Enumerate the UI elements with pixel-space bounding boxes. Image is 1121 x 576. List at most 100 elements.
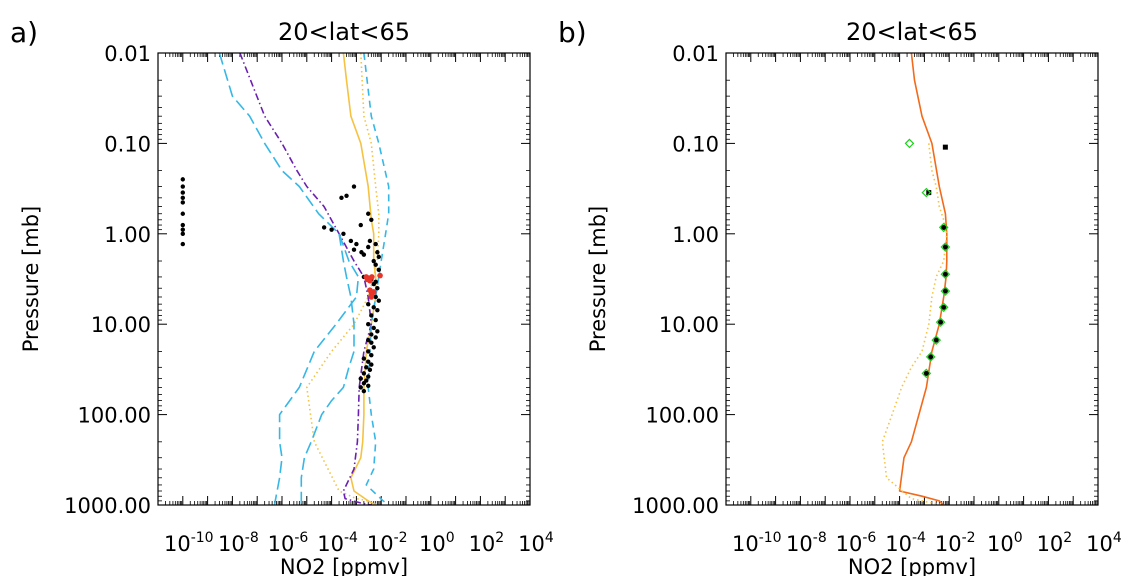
x-tick-label: 10-4 xyxy=(885,530,926,556)
y-tick-label: 0.10 xyxy=(672,132,719,156)
y-tick-label: 100.00 xyxy=(78,404,151,428)
box-point xyxy=(928,354,934,360)
box-point xyxy=(933,337,939,343)
data-point xyxy=(373,335,378,340)
x-tick-exponent: -8 xyxy=(245,530,259,546)
panel-label: b) xyxy=(558,16,587,49)
data-point xyxy=(375,286,380,291)
series-line-1 xyxy=(881,143,948,505)
x-tick-exponent: 2 xyxy=(495,530,504,546)
x-tick-exponent: 4 xyxy=(1113,530,1121,546)
data-point xyxy=(358,222,363,228)
data-point xyxy=(373,294,378,300)
data-point xyxy=(358,385,363,390)
data-point xyxy=(351,184,357,189)
data-point xyxy=(339,195,344,201)
data-point xyxy=(361,371,367,376)
x-tick-exponent: -6 xyxy=(294,530,308,546)
x-axis-title: NO2 [ppmv] xyxy=(848,555,976,576)
box-point xyxy=(942,271,948,277)
data-point xyxy=(361,252,367,257)
x-axis-title: NO2 [ppmv] xyxy=(280,555,408,576)
diamond-point xyxy=(940,286,951,296)
panel-a: a) 20<lat<65 0.01 0.10 1.00 10.00 100.00 1000.0… xyxy=(10,16,554,576)
x-tick-label: 10-8 xyxy=(218,530,259,556)
data-point xyxy=(369,340,374,345)
box-point xyxy=(926,190,932,196)
data-point xyxy=(368,294,375,300)
x-tick-label: 100 xyxy=(987,530,1023,556)
diamond-point xyxy=(940,242,951,252)
data-point xyxy=(369,362,374,367)
x-tick-label: 104 xyxy=(1086,530,1121,556)
data-point xyxy=(366,301,371,307)
data-point xyxy=(376,254,381,260)
diamond-point xyxy=(938,302,949,313)
series-line-0 xyxy=(342,53,377,505)
x-tick-exponent: -2 xyxy=(962,530,976,546)
data-point xyxy=(351,247,357,252)
chart-title: 20<lat<65 xyxy=(278,18,410,46)
data-layer xyxy=(180,53,390,505)
x-tick-exponent: 4 xyxy=(545,530,554,546)
box-point xyxy=(923,370,929,376)
y-axis-title: Pressure [mb] xyxy=(586,206,610,353)
data-point xyxy=(366,337,371,343)
data-point xyxy=(371,258,376,264)
data-point xyxy=(370,289,377,295)
data-point xyxy=(180,227,185,232)
x-tick-label: 10-6 xyxy=(836,530,877,556)
x-tick-exponent: 2 xyxy=(1063,530,1072,546)
x-tick-exponent: -8 xyxy=(813,530,827,546)
x-tick-exponent: 0 xyxy=(446,530,455,546)
y-tick-label: 1.00 xyxy=(104,223,151,247)
box-point xyxy=(941,304,947,310)
y-tick-label: 0.01 xyxy=(672,42,719,66)
plot-frame xyxy=(157,52,531,506)
x-tick-exponent: -2 xyxy=(394,530,408,546)
diamond-point xyxy=(904,138,915,149)
data-point xyxy=(348,238,354,244)
y-tick-label: 100.00 xyxy=(646,404,719,428)
x-tick-label: 10-2 xyxy=(367,530,408,556)
data-point xyxy=(180,195,185,201)
panel-label: a) xyxy=(10,16,38,49)
data-point xyxy=(376,298,381,303)
y-tick-label: 10.00 xyxy=(91,313,151,337)
y-tick-label: 1000.00 xyxy=(632,494,719,518)
panel-b: b) 20<lat<65 0.01 0.10 1.00 10.00 100.00 1000.0… xyxy=(558,16,1121,576)
x-tick-exponent: -10 xyxy=(759,530,782,546)
data-point xyxy=(376,267,381,272)
data-point xyxy=(373,262,378,267)
series-line-0 xyxy=(898,53,948,505)
box-point xyxy=(942,144,948,150)
data-point xyxy=(180,190,185,195)
data-point xyxy=(180,211,185,216)
diamond-point xyxy=(940,269,951,280)
data-point xyxy=(180,200,185,205)
y-tick-label: 1000.00 xyxy=(64,494,151,518)
data-point xyxy=(375,329,380,334)
data-point xyxy=(364,365,369,370)
data-point xyxy=(354,241,359,247)
x-tick-exponent: -6 xyxy=(862,530,876,546)
data-point xyxy=(369,217,374,222)
y-tick-label: 0.10 xyxy=(104,132,151,156)
data-point xyxy=(375,250,380,255)
data-point xyxy=(180,184,185,189)
data-point xyxy=(366,349,371,354)
data-point xyxy=(371,325,376,331)
data-point xyxy=(361,381,367,386)
data-point xyxy=(367,367,373,373)
data-point xyxy=(366,383,371,388)
data-layer xyxy=(881,53,951,505)
x-tick-label: 10-2 xyxy=(935,530,976,556)
data-point xyxy=(369,352,374,358)
y-axis-title: Pressure [mb] xyxy=(19,206,43,353)
x-tick-label: 102 xyxy=(469,530,505,556)
data-point xyxy=(371,345,376,350)
data-point xyxy=(321,225,327,230)
y-tick-label: 0.01 xyxy=(104,42,151,66)
series-line-4 xyxy=(300,233,355,505)
